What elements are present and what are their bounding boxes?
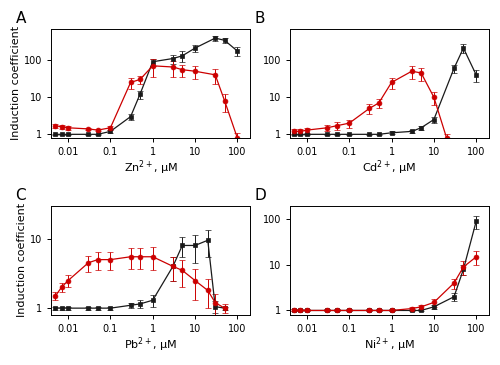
- Y-axis label: Induction coefficient: Induction coefficient: [11, 26, 21, 141]
- X-axis label: Pb$^{2+}$, μM: Pb$^{2+}$, μM: [124, 335, 178, 354]
- Text: D: D: [254, 188, 266, 203]
- Text: A: A: [16, 11, 26, 27]
- Text: C: C: [16, 188, 26, 203]
- X-axis label: Ni$^{2+}$, μM: Ni$^{2+}$, μM: [364, 335, 415, 354]
- X-axis label: Cd$^{2+}$, μM: Cd$^{2+}$, μM: [362, 158, 416, 177]
- Y-axis label: Induction coefficient: Induction coefficient: [17, 203, 27, 317]
- Text: B: B: [254, 11, 265, 27]
- X-axis label: Zn$^{2+}$, μM: Zn$^{2+}$, μM: [124, 158, 178, 177]
